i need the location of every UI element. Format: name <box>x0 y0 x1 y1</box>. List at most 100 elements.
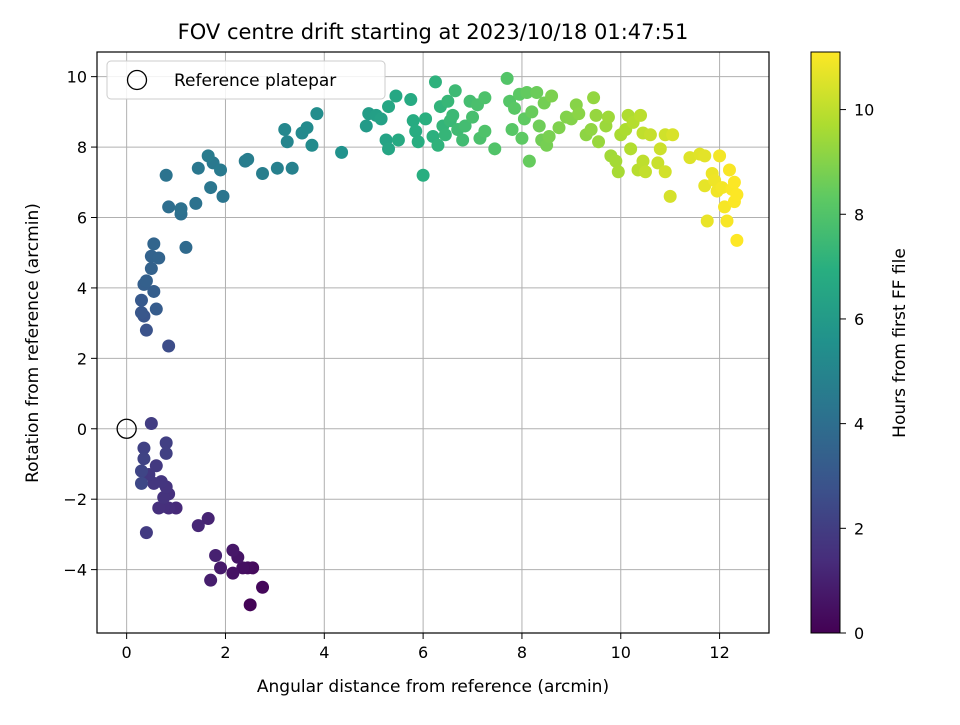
colorbar-tick-label: 6 <box>854 310 864 329</box>
data-point <box>446 108 460 122</box>
data-point <box>478 91 492 105</box>
colorbar-gradient <box>810 51 841 634</box>
y-axis-label: Rotation from reference (arcmin) <box>23 203 43 483</box>
data-point <box>280 135 294 149</box>
data-point <box>144 262 158 276</box>
colorbar-label: Hours from first FF file <box>890 248 910 438</box>
data-point <box>305 138 319 152</box>
data-point <box>139 274 153 288</box>
data-point <box>589 108 603 122</box>
data-point <box>404 93 418 107</box>
data-point <box>241 152 255 166</box>
data-point <box>409 124 423 138</box>
reference-marker <box>116 418 137 439</box>
colorbar-ticks: 0 2 4 6 8 10 <box>840 101 874 643</box>
data-point <box>611 165 625 179</box>
data-point <box>683 151 697 165</box>
legend-marker-icon <box>126 69 148 91</box>
x-tick-label: 8 <box>517 643 527 662</box>
reference-platepar-point <box>116 418 137 439</box>
data-point <box>592 135 606 149</box>
data-point <box>270 161 284 175</box>
data-point <box>520 85 534 99</box>
colorbar: 0 2 4 6 8 10 Hours from first FF file <box>810 51 910 643</box>
data-point <box>243 598 257 612</box>
data-point <box>134 476 148 490</box>
data-point <box>730 188 744 202</box>
data-point <box>359 119 373 133</box>
data-point <box>139 526 153 540</box>
data-point <box>374 112 388 126</box>
data-point <box>698 149 712 163</box>
data-point <box>508 101 522 115</box>
data-point <box>713 149 727 163</box>
data-point <box>488 142 502 156</box>
y-tick-label: 2 <box>77 349 87 368</box>
data-point <box>382 100 396 114</box>
data-point <box>478 124 492 138</box>
data-point <box>584 122 598 136</box>
colorbar-tick-label: 2 <box>854 519 864 538</box>
x-axis-label: Angular distance from reference (arcmin) <box>257 677 609 697</box>
data-point <box>285 161 299 175</box>
x-tick-label: 2 <box>220 643 230 662</box>
data-point <box>149 302 163 316</box>
data-point <box>310 107 324 121</box>
data-point <box>159 168 173 182</box>
y-tick-label: 4 <box>77 279 87 298</box>
chart-title: FOV centre drift starting at 2023/10/18 … <box>178 20 689 44</box>
data-point <box>216 189 230 203</box>
data-point <box>134 464 148 478</box>
x-tick-label: 0 <box>122 643 132 662</box>
data-point <box>545 89 559 103</box>
data-point <box>609 154 623 168</box>
data-point <box>587 91 601 105</box>
data-point <box>651 156 665 170</box>
data-point <box>226 543 240 557</box>
data-point <box>505 122 519 136</box>
data-point <box>147 237 161 251</box>
y-axis-ticks: −4 −2 0 2 4 6 8 10 <box>63 68 97 580</box>
data-point <box>191 519 205 533</box>
data-point <box>214 163 228 177</box>
data-point <box>653 142 667 156</box>
colorbar-tick-label: 0 <box>854 624 864 643</box>
data-point <box>532 119 546 133</box>
x-axis-ticks: 0 2 4 6 8 10 12 <box>122 633 730 662</box>
data-point <box>438 128 452 142</box>
legend: Reference platepar <box>106 60 386 100</box>
data-point <box>428 75 442 89</box>
data-point <box>382 142 396 156</box>
data-point <box>634 108 648 122</box>
data-point <box>226 566 240 580</box>
data-point <box>727 175 741 189</box>
x-tick-label: 4 <box>319 643 329 662</box>
data-point <box>335 145 349 159</box>
data-point <box>137 452 151 466</box>
data-point <box>698 179 712 193</box>
data-point <box>209 549 223 563</box>
data-point <box>456 133 470 147</box>
data-point <box>179 240 193 254</box>
data-point <box>204 573 218 587</box>
x-tick-label: 12 <box>709 643 729 662</box>
data-point <box>515 131 529 145</box>
y-tick-label: −2 <box>63 490 87 509</box>
data-point <box>643 128 657 142</box>
data-point <box>204 181 218 195</box>
legend-entry-reference: Reference platepar <box>174 71 336 91</box>
data-point <box>162 339 176 353</box>
data-point <box>720 214 734 228</box>
data-point <box>201 149 215 163</box>
x-tick-label: 6 <box>418 643 428 662</box>
data-point <box>624 142 638 156</box>
data-point <box>448 84 462 98</box>
data-point <box>572 107 586 121</box>
data-point <box>391 133 405 147</box>
data-point <box>601 110 615 124</box>
data-point <box>722 163 736 177</box>
data-point <box>700 214 714 228</box>
data-point <box>159 446 173 460</box>
